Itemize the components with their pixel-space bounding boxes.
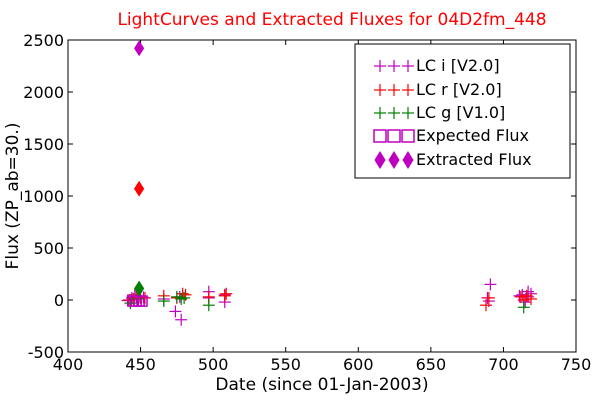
y-axis-label: Flux (ZP_ab=30.) (3, 123, 23, 270)
x-tick-label: 750 (561, 355, 592, 374)
y-tick-label: -500 (28, 343, 64, 362)
legend-label-lc-i: LC i [V2.0] (416, 56, 500, 75)
legend-label-expected-flux: Expected Flux (416, 126, 529, 145)
x-tick-label: 550 (270, 355, 301, 374)
data-point (514, 290, 527, 303)
legend-mark (388, 60, 400, 72)
data-point (175, 292, 188, 305)
data-point (136, 295, 148, 307)
y-tick-label: 1500 (23, 135, 64, 154)
data-point (134, 40, 145, 57)
legend-mark (374, 107, 386, 119)
legend-marker-g-plus (374, 107, 414, 119)
series-i-square-open (127, 295, 148, 307)
data-point (134, 180, 145, 197)
legend-marker-i-square-open (373, 129, 415, 143)
data-point (480, 299, 493, 312)
legend-mark (374, 84, 386, 96)
data-point (218, 289, 231, 302)
data-layer (121, 40, 538, 326)
data-point (484, 278, 497, 291)
x-tick-label: 600 (343, 355, 374, 374)
data-point (482, 291, 495, 304)
legend-mark (374, 60, 386, 72)
data-point (134, 280, 145, 297)
data-point (169, 305, 182, 318)
legend-mark (402, 107, 414, 119)
legend-mark (402, 151, 414, 169)
data-point (517, 301, 530, 314)
y-tick-label: 500 (33, 239, 64, 258)
series-multi-diamond (134, 40, 145, 297)
x-tick-label: 500 (198, 355, 229, 374)
x-tick-label: 700 (488, 355, 519, 374)
axis-ticks: 400 450 500 550 600 650 700 750 -500 0 500 1000 1500… (23, 31, 591, 374)
data-point (175, 313, 188, 326)
legend-box (354, 43, 571, 179)
legend-mark (387, 129, 401, 143)
y-tick-label: 1000 (23, 187, 64, 206)
x-axis-label: Date (since 01-Jan-2003) (215, 375, 428, 395)
legend-mark (402, 60, 414, 72)
legend: LC i [V2.0] LC r [V2.0] LC g [V1.0] Expe… (354, 43, 571, 179)
legend-mark (374, 151, 386, 169)
x-tick-label: 400 (53, 355, 84, 374)
legend-marker-r-plus (374, 84, 414, 96)
legend-mark (373, 129, 387, 143)
legend-mark (388, 151, 400, 169)
data-point (157, 295, 170, 308)
x-tick-label: 450 (125, 355, 156, 374)
data-point (178, 291, 191, 304)
legend-marker-multi-diamond (374, 151, 414, 169)
y-tick-label: 0 (54, 291, 64, 310)
legend-mark (388, 84, 400, 96)
legend-mark (401, 129, 415, 143)
legend-mark (388, 107, 400, 119)
y-tick-label: 2500 (23, 31, 64, 50)
legend-markers (373, 60, 415, 169)
data-point (525, 292, 538, 305)
legend-label-extracted-flux: Extracted Flux (416, 150, 532, 169)
legend-label-lc-g: LC g [V1.0] (416, 103, 505, 122)
y-tick-label: 2000 (23, 83, 64, 102)
data-point (202, 299, 215, 312)
data-point (220, 287, 233, 300)
legend-marker-i-plus (374, 60, 414, 72)
legend-label-lc-r: LC r [V2.0] (416, 80, 502, 99)
legend-mark (402, 84, 414, 96)
x-tick-label: 650 (416, 355, 447, 374)
chart-title: LightCurves and Extracted Fluxes for 04D… (117, 10, 546, 30)
